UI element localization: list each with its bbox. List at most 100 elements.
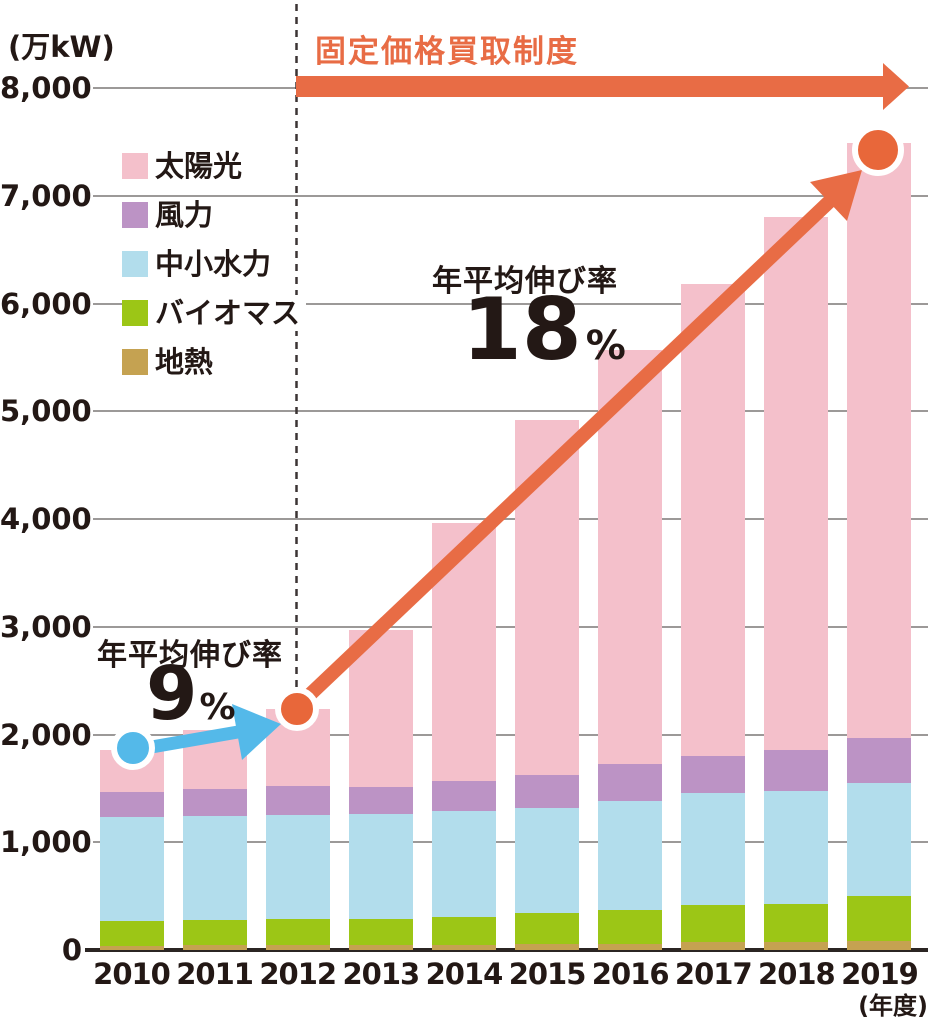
bar-2013-風力 [348,787,413,815]
bar-2012-地熱 [265,945,330,950]
bar-2017-地熱 [681,942,746,950]
gridline-2000 [93,733,928,736]
growth-arrow-9-head [232,704,281,760]
bar-2011-中小水力 [182,816,247,920]
y-tick-4000: 4,000 [0,502,92,536]
bar-2015-中小水力 [515,807,580,914]
bar-2016-中小水力 [598,801,663,911]
gridline-6000 [93,302,928,305]
growth-9-label: 年平均伸び率 [97,638,283,673]
bar-2018-太陽光 [764,217,829,751]
growth-arrow-18-shaft [295,194,836,710]
bar-2011-バイオマス [182,919,247,946]
legend-chip-バイオマス [122,300,148,326]
point-2019-circle [852,124,904,176]
gridline-5000 [93,410,928,413]
x-tick-2015: 2015 [508,957,587,991]
growth-9-number: 9 [146,651,198,737]
bar-2010-風力 [99,791,164,818]
legend-label-風力: 風力 [155,198,214,232]
legend-item-地熱: 地熱 [122,344,220,380]
gridline-1000 [93,841,928,844]
x-tick-2011: 2011 [176,957,254,991]
bar-2017-太陽光 [681,284,746,757]
gridline-7000 [93,194,928,197]
gridline-3000 [93,625,928,628]
x-tick-2019: 2019 [841,957,919,991]
legend-label-太陽光: 太陽光 [155,149,243,183]
legend-chip-太陽光 [122,153,148,179]
x-tick-2012: 2012 [259,957,337,991]
bar-2011-風力 [182,789,247,817]
bar-2016-地熱 [598,943,663,950]
y-tick-2000: 2,000 [0,717,92,752]
bar-2013-地熱 [348,945,413,950]
x-tick-2018: 2018 [758,957,836,991]
bar-2010-バイオマス [99,920,164,946]
bar-2015-風力 [515,775,580,808]
bar-2019-風力 [847,737,912,783]
bar-2019-バイオマス [847,895,912,941]
x-tick-2010: 2010 [93,957,171,991]
bar-2019-中小水力 [847,782,912,896]
bar-2014-風力 [431,780,496,811]
bar-2019-地熱 [847,940,912,950]
bar-2014-地熱 [431,945,496,950]
bar-2010-中小水力 [99,817,164,921]
y-tick-0: 0 [61,933,82,967]
legend-item-バイオマス: バイオマス [122,295,307,331]
bar-2016-風力 [598,763,663,802]
x-tick-2016: 2016 [591,957,670,991]
growth-9-value: 9 % [146,655,236,733]
bar-2018-バイオマス [764,903,829,943]
y-tick-3000: 3,000 [0,609,92,644]
bar-2012-バイオマス [265,919,330,946]
growth-arrow-9-shaft [138,725,240,756]
growth-18-number: 18 [462,280,582,380]
legend-chip-中小水力 [122,251,148,277]
growth-18-label: 年平均伸び率 [432,264,618,299]
gridline-4000 [93,518,928,520]
legend-item-太陽光: 太陽光 [122,148,249,184]
bar-2014-中小水力 [431,811,496,918]
bar-2013-バイオマス [348,918,413,946]
fit-title: 固定価格買取制度 [315,34,579,70]
bar-2017-バイオマス [681,904,746,943]
bar-2016-バイオマス [598,910,663,944]
growth-18-value: 18 % [462,284,626,376]
legend-item-中小水力: 中小水力 [122,246,278,282]
legend-label-中小水力: 中小水力 [155,247,272,281]
y-tick-8000: 8,000 [0,71,92,105]
y-tick-1000: 1,000 [0,825,92,860]
y-tick-6000: 6,000 [0,286,92,321]
bar-2018-風力 [764,750,829,791]
bar-2018-地熱 [764,942,829,950]
bar-2014-バイオマス [431,917,496,946]
legend-label-バイオマス: バイオマス [155,296,301,330]
bar-2015-地熱 [515,944,580,950]
x-tick-2014: 2014 [425,957,504,991]
growth-arrow-18-head [810,170,862,221]
y-axis-unit-label: (万kW) [8,30,115,64]
fit-period-arrow [296,63,909,110]
bar-2013-中小水力 [348,814,413,919]
x-tick-2017: 2017 [674,957,753,991]
bar-2010-地熱 [99,945,164,950]
bar-2012-風力 [265,786,330,816]
y-tick-5000: 5,000 [0,394,92,429]
legend-label-地熱: 地熱 [155,345,214,379]
x-tick-2013: 2013 [342,957,420,991]
x-axis-line [85,948,928,952]
bar-2017-風力 [681,756,746,794]
y-tick-7000: 7,000 [0,178,92,213]
bar-2015-バイオマス [515,913,580,945]
bar-2011-地熱 [182,945,247,950]
bar-2019-太陽光 [847,142,912,738]
point-2012-circle [275,687,319,731]
legend-item-風力: 風力 [122,197,220,233]
legend-chip-風力 [122,202,148,228]
growth-18-percent-sign: % [585,323,626,369]
